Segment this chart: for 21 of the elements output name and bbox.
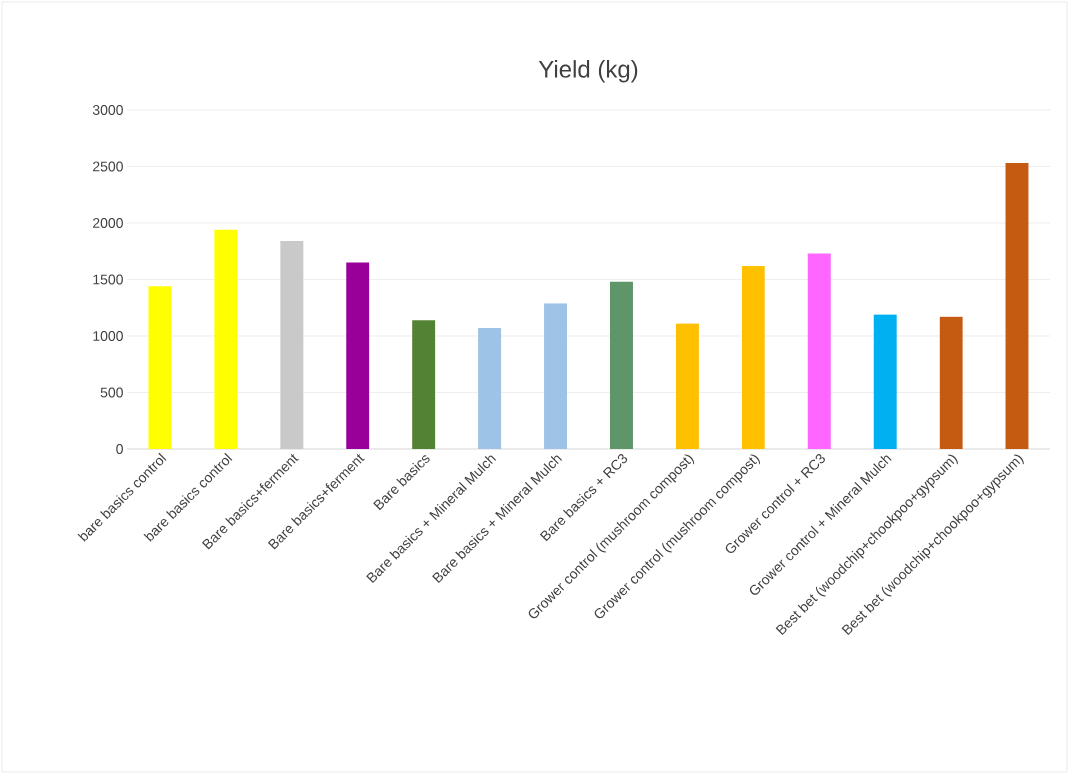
bar	[148, 286, 172, 449]
bar	[609, 281, 633, 449]
y-tick-label: 2500	[93, 161, 123, 172]
bar	[478, 328, 502, 449]
bar	[346, 262, 370, 449]
bar	[1005, 163, 1029, 449]
bar	[675, 323, 699, 449]
y-tick-label: 0	[116, 444, 123, 454]
y-tick-label: 1000	[93, 331, 123, 341]
bar	[544, 303, 568, 449]
bar	[214, 229, 238, 449]
y-tick-label: 1500	[93, 274, 123, 285]
chart-title: Yield (kg)	[538, 60, 638, 83]
bar	[741, 265, 765, 449]
bar	[412, 320, 436, 449]
y-tick-label: 2000	[93, 218, 123, 228]
bar	[807, 253, 831, 449]
bar	[939, 316, 963, 449]
bar	[873, 314, 897, 449]
y-tick-label: 3000	[92, 105, 123, 115]
y-tick-label: 500	[100, 387, 123, 398]
